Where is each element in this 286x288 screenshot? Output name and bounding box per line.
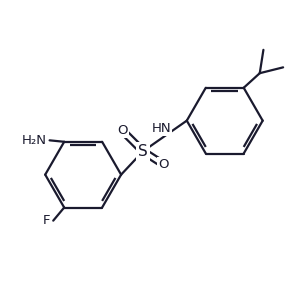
Text: F: F: [43, 214, 50, 227]
Text: S: S: [138, 144, 148, 159]
Text: O: O: [158, 158, 169, 171]
Text: O: O: [117, 124, 128, 137]
Text: H₂N: H₂N: [22, 134, 47, 147]
Text: HN: HN: [151, 122, 171, 135]
